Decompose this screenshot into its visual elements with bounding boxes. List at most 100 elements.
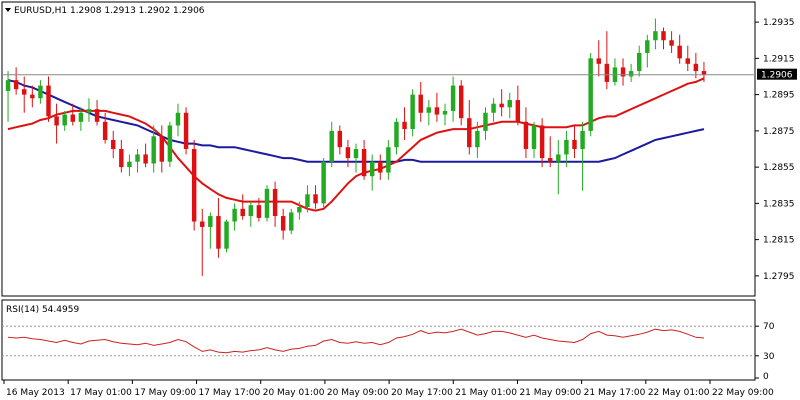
candle-body (636, 52, 642, 72)
candle-body (620, 67, 626, 77)
candle-body (313, 194, 318, 204)
time-tick-label: 21 May 09:00 (519, 388, 581, 398)
candle-body (175, 112, 181, 126)
candle (256, 197, 262, 222)
candle (596, 40, 601, 77)
candle-body (62, 114, 67, 126)
candle (378, 154, 383, 180)
candle-body (200, 221, 205, 227)
main-panel-frame (1, 1, 756, 297)
candle (313, 185, 318, 209)
candle (467, 100, 472, 155)
candle (216, 197, 221, 258)
candle-body (693, 63, 699, 72)
candle-body (102, 121, 108, 140)
candle-body (515, 100, 521, 122)
candle (669, 31, 674, 53)
candle (410, 89, 415, 137)
time-tick-label: 20 May 17:00 (391, 388, 453, 398)
candle (394, 118, 399, 155)
candle-body (483, 112, 488, 131)
candle (361, 139, 367, 180)
candle-body (685, 58, 690, 64)
candle (151, 125, 156, 173)
candle-body (701, 71, 707, 75)
time-axis: 16 May 2013 17 May 01:00 17 May 09:00 17 Ma… (3, 380, 774, 398)
candle (645, 34, 650, 68)
candle-body (78, 112, 84, 122)
candle (386, 139, 391, 180)
candle (402, 107, 407, 140)
candle (191, 139, 197, 231)
candle-body (280, 216, 286, 231)
candle-body (531, 125, 537, 149)
candle (94, 100, 100, 126)
candle (30, 85, 35, 108)
candle (620, 58, 626, 86)
candle (636, 45, 642, 77)
candle (70, 103, 76, 126)
candle (677, 34, 682, 64)
candle (224, 219, 229, 253)
candle-body (111, 139, 116, 149)
candle (442, 103, 448, 126)
candle-body (232, 208, 237, 222)
price-tick-label: 1.2875 (763, 127, 795, 137)
candle (297, 201, 302, 220)
rsi-label: RSI(14) 54.4959 (6, 305, 79, 315)
candle (183, 107, 189, 155)
candle (13, 67, 19, 95)
candle (588, 52, 593, 137)
candle (305, 185, 310, 213)
candle-body (361, 149, 367, 177)
ma-fast-line (7, 77, 705, 212)
candle (62, 110, 67, 131)
candle (54, 103, 59, 144)
candle (369, 154, 375, 191)
candle-body (556, 154, 561, 162)
candle-body (539, 125, 545, 159)
candle-body (564, 139, 569, 155)
candle-body (507, 100, 512, 108)
price-tick-label: 1.2815 (763, 236, 795, 246)
candle (127, 154, 132, 177)
candle (167, 121, 173, 168)
candle (280, 208, 286, 240)
candle (353, 143, 359, 173)
candle-body (143, 154, 148, 164)
candle (86, 98, 92, 122)
candle (483, 107, 488, 140)
candle-body (305, 194, 310, 207)
candle (102, 112, 108, 144)
candle-body (321, 161, 326, 204)
time-tick-label: 17 May 09:00 (134, 388, 196, 398)
candle (240, 194, 245, 220)
candle-body (378, 161, 383, 173)
candle (547, 136, 553, 168)
candle-body (467, 118, 472, 148)
candle (175, 103, 181, 137)
candle (458, 80, 464, 126)
candle (507, 92, 512, 119)
time-tick-label: 20 May 01:00 (263, 388, 325, 398)
candle-body (240, 208, 245, 217)
rsi-scale: 70 30 0 (2, 322, 775, 382)
candle-body (54, 116, 59, 126)
candle (329, 121, 334, 168)
candle (628, 63, 634, 82)
rsi-tick-label: 30 (763, 352, 775, 362)
price-tick-label: 1.2795 (763, 272, 795, 282)
candle-body (547, 158, 553, 162)
candle-body (127, 161, 132, 168)
candle (661, 27, 666, 50)
candle-body (458, 85, 464, 119)
candle-body (596, 58, 601, 64)
candle-body (151, 136, 156, 164)
candle (701, 62, 707, 82)
candle-body (653, 31, 658, 41)
candle (564, 130, 569, 168)
candle-body (491, 103, 496, 113)
candle (208, 212, 213, 249)
candle-body (450, 85, 456, 111)
